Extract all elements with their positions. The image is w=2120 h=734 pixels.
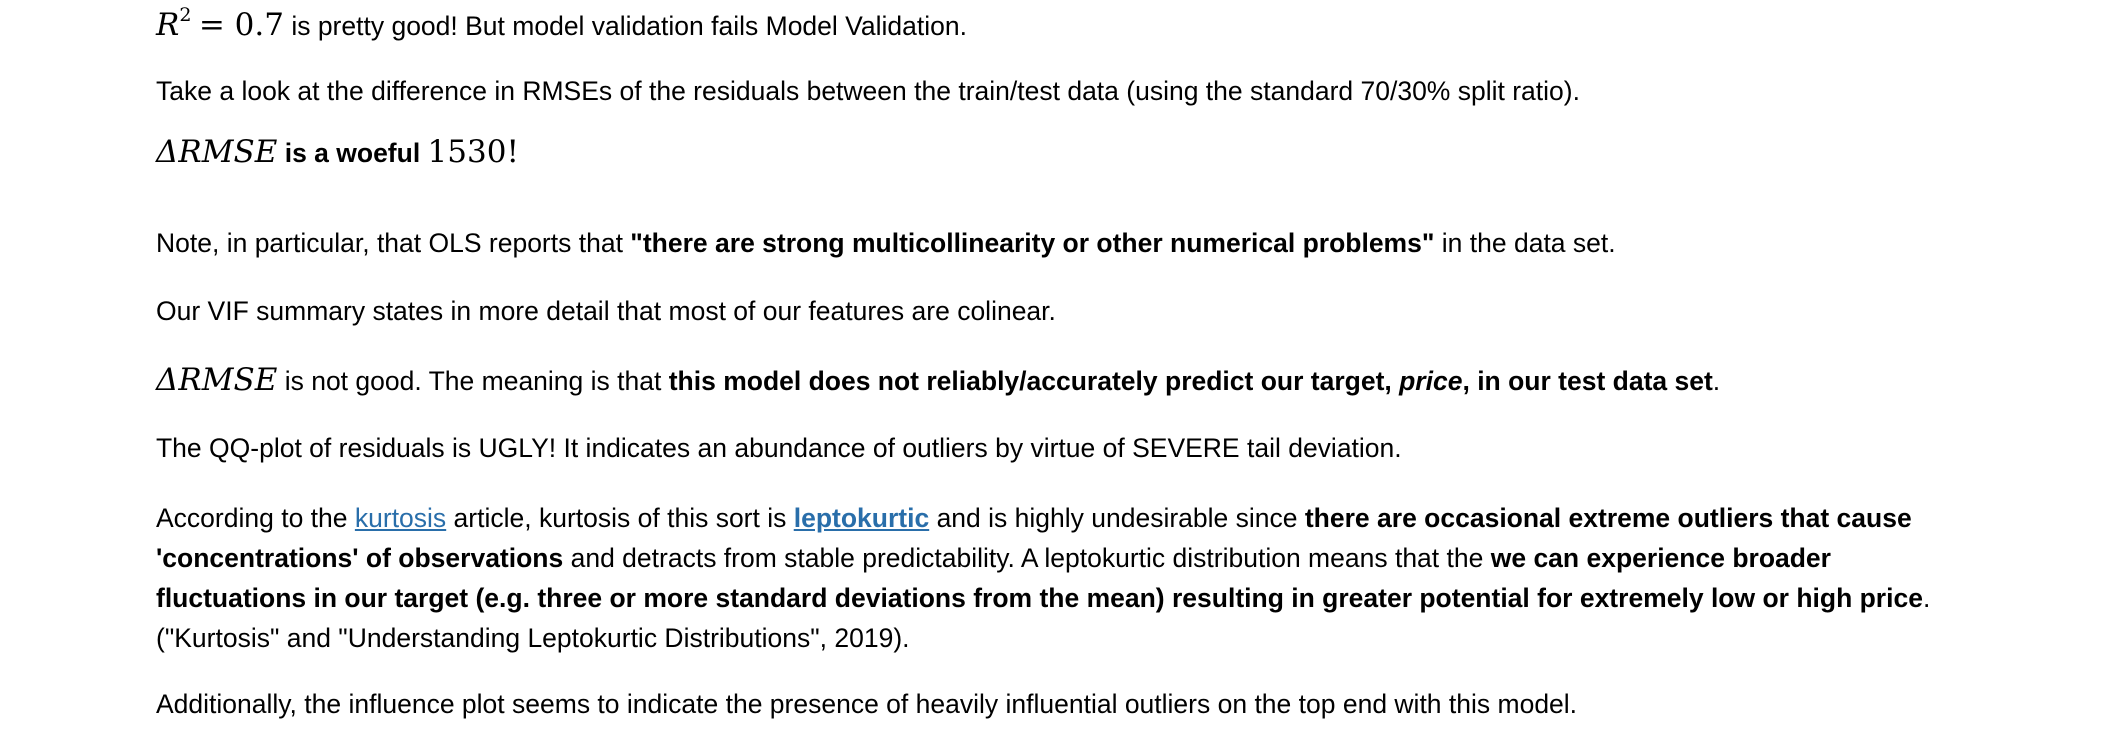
- delta-rmse-paragraph: ΔRMSE is a woeful 1530!: [156, 134, 2056, 170]
- vif-paragraph: Our VIF summary states in more detail th…: [156, 296, 2056, 327]
- delta-rmse-bold-text: is a woeful: [277, 138, 428, 168]
- qq-plot-text: The QQ-plot of residuals is UGLY! It ind…: [156, 433, 1402, 463]
- delta-rmse-meaning-paragraph: ΔRMSE is not good. The meaning is that t…: [156, 362, 2056, 398]
- qq-plot-paragraph: The QQ-plot of residuals is UGLY! It ind…: [156, 433, 2056, 464]
- kurtosis-line2-bold: 'concentrations' of observations: [156, 543, 564, 573]
- kurtosis-line3-after: .: [1922, 583, 1931, 613]
- influence-plot-paragraph: Additionally, the influence plot seems t…: [156, 689, 2056, 720]
- kurtosis-line3-bold: fluctuations in our target (e.g. three o…: [156, 583, 1923, 613]
- kurtosis-line-2: 'concentrations' of observations and det…: [156, 538, 2056, 578]
- kurtosis-line1-bold: there are occasional extreme outliers th…: [1304, 503, 1912, 533]
- r-squared-value: = 0.7: [198, 7, 284, 43]
- r-squared-paragraph: R2 = 0.7 is pretty good! But model valid…: [156, 4, 2056, 43]
- r-symbol: R: [156, 7, 180, 43]
- leptokurtic-link[interactable]: leptokurtic: [793, 503, 930, 533]
- r-superscript: 2: [179, 4, 192, 26]
- kurtosis-line-4: ("Kurtosis" and "Understanding Leptokurt…: [156, 618, 2056, 658]
- kurtosis-line1-before: According to the: [156, 503, 355, 533]
- ols-note-paragraph: Note, in particular, that OLS reports th…: [156, 228, 2056, 259]
- ols-note-after: in the data set.: [1434, 228, 1616, 258]
- meaning-bold-italic-price: price: [1399, 366, 1463, 396]
- kurtosis-line-3: fluctuations in our target (e.g. three o…: [156, 578, 2056, 618]
- kurtosis-paragraph: According to the kurtosis article, kurto…: [156, 498, 2056, 658]
- meaning-bold-1: this model does not reliably/accurately …: [668, 366, 1400, 396]
- meaning-before: is not good. The meaning is that: [277, 366, 669, 396]
- delta-rmse-value: 1530!: [427, 134, 519, 170]
- r-squared-text: is pretty good! But model validation fai…: [283, 11, 967, 41]
- kurtosis-line-1: According to the kurtosis article, kurto…: [156, 498, 2056, 538]
- ols-note-bold: "there are strong multicollinearity or o…: [630, 228, 1435, 258]
- meaning-after: .: [1712, 366, 1721, 396]
- kurtosis-citation: ("Kurtosis" and "Understanding Leptokurt…: [156, 623, 910, 653]
- rmse-intro-paragraph: Take a look at the difference in RMSEs o…: [156, 76, 2056, 107]
- meaning-bold-2: , in our test data set: [1462, 366, 1713, 396]
- kurtosis-line1-after: and is highly undesirable since: [929, 503, 1305, 533]
- kurtosis-line2-bold2: we can experience broader: [1490, 543, 1831, 573]
- kurtosis-line2-after: and detracts from stable predictability.…: [563, 543, 1491, 573]
- ols-note-before: Note, in particular, that OLS reports th…: [156, 228, 631, 258]
- delta-rmse-symbol-2: ΔRMSE: [156, 362, 278, 398]
- vif-text: Our VIF summary states in more detail th…: [156, 296, 1056, 326]
- kurtosis-link[interactable]: kurtosis: [354, 503, 447, 533]
- rmse-intro-text: Take a look at the difference in RMSEs o…: [156, 76, 1580, 106]
- influence-plot-text: Additionally, the influence plot seems t…: [156, 689, 1578, 719]
- delta-rmse-symbol: ΔRMSE: [156, 134, 278, 170]
- kurtosis-line1-mid: article, kurtosis of this sort is: [446, 503, 794, 533]
